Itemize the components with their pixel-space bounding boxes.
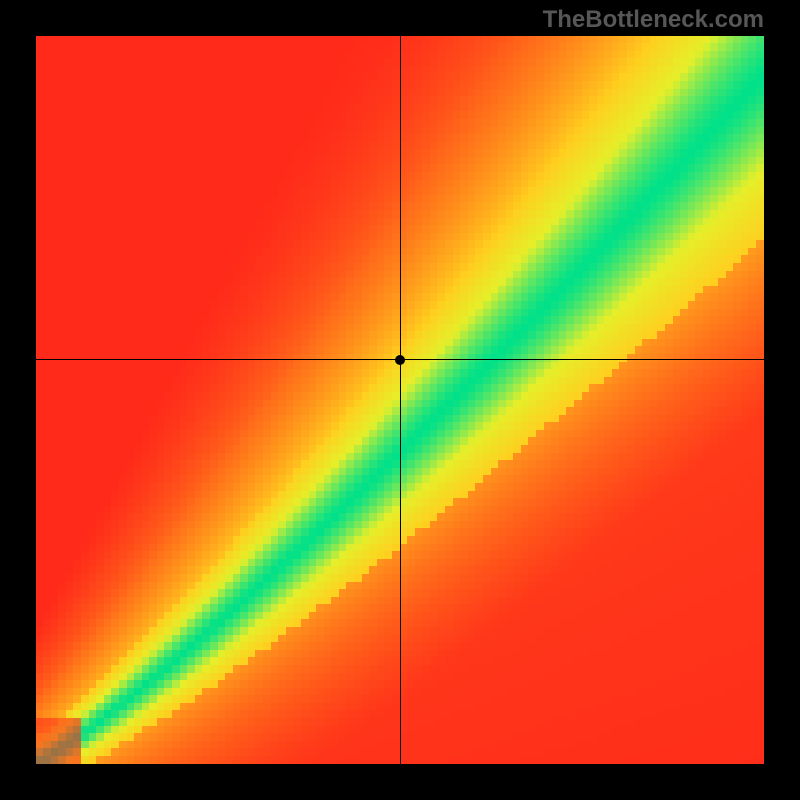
watermark-text: TheBottleneck.com (543, 6, 764, 34)
crosshair-vertical (400, 36, 401, 764)
crosshair-marker (395, 355, 405, 365)
chart-container: TheBottleneck.com (0, 0, 800, 800)
